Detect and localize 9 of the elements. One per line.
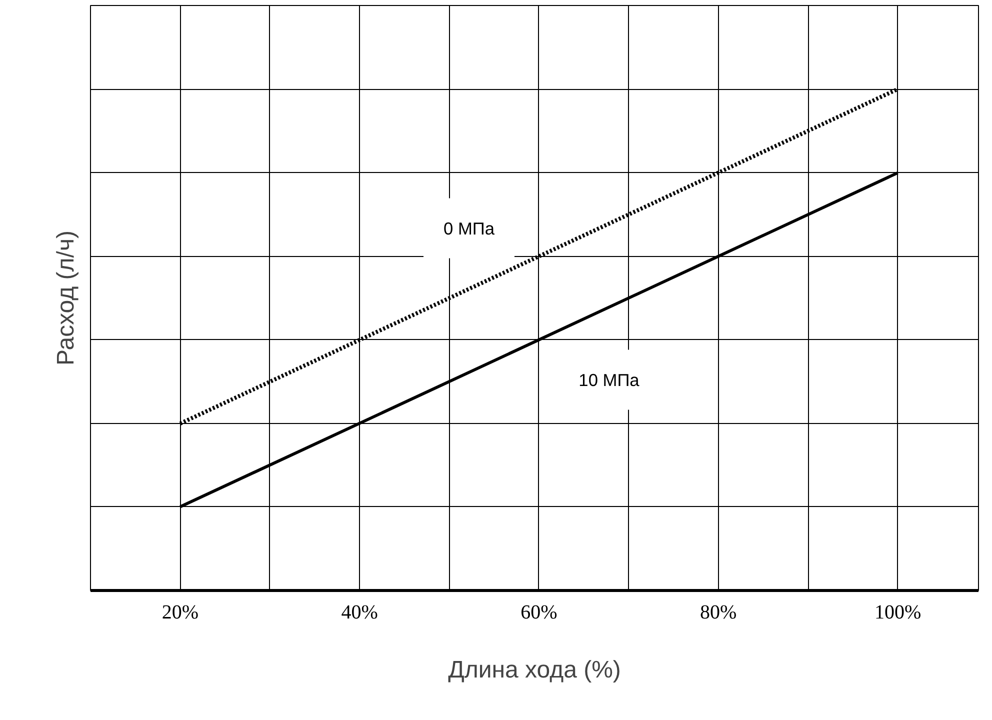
text: 10 МПа: [578, 370, 640, 390]
x-tick-label: 60%: [520, 602, 558, 624]
text: 0 МПа: [443, 218, 495, 238]
x-tick-label: 100%: [874, 602, 922, 624]
x-tick-label: 20%: [162, 602, 199, 624]
y-axis-title: Расход (л/ч): [52, 230, 80, 366]
x-axis-title: Длина хода (%): [448, 656, 621, 684]
x-tick-label: 40%: [341, 602, 378, 624]
x-tick-label: 80%: [700, 602, 737, 624]
